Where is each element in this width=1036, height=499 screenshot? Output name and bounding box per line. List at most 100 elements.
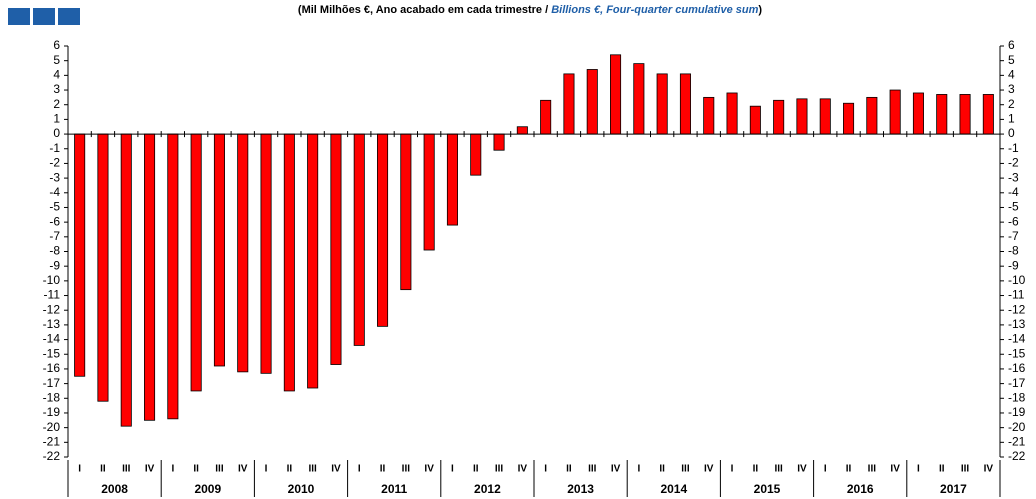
bar [167, 133, 179, 420]
title-english: Billions €, Four-quarter cumulative sum [551, 4, 758, 16]
bar [726, 92, 738, 135]
x-tick-label: III [402, 464, 411, 475]
x-tick-label: III [495, 464, 504, 475]
x-tick-label: IV [984, 464, 994, 475]
y2-tick-label: -13 [1008, 317, 1026, 331]
bar [190, 133, 202, 392]
y-tick-label: -15 [43, 346, 61, 360]
bar [936, 94, 948, 135]
y2-tick-label: -8 [1008, 244, 1019, 258]
x-tick-label: II [100, 464, 106, 475]
y2-tick-label: -12 [1008, 302, 1026, 316]
y2-tick-label: -7 [1008, 229, 1019, 243]
y2-tick-label: -9 [1008, 258, 1019, 272]
bar [773, 99, 785, 135]
bar [377, 133, 389, 327]
y-tick-label: -12 [43, 302, 61, 316]
year-label: 2013 [567, 482, 594, 496]
bar [74, 133, 86, 377]
y-tick-label: 5 [53, 53, 60, 67]
x-tick-label: III [961, 464, 970, 475]
chart-title: (Mil Milhões €, Ano acabado em cada trim… [298, 4, 763, 16]
x-tick-label: I [637, 464, 640, 475]
x-tick-label: II [753, 464, 759, 475]
bar [330, 133, 342, 365]
bar [353, 133, 365, 346]
x-tick-label: I [544, 464, 547, 475]
bar [679, 73, 691, 135]
bar [213, 133, 225, 367]
y2-tick-label: -1 [1008, 141, 1019, 155]
y2-tick-label: -11 [1008, 288, 1025, 302]
y2-tick-label: 3 [1008, 82, 1015, 96]
y2-tick-label: -3 [1008, 170, 1019, 184]
bar [866, 96, 878, 135]
y2-tick-label: -14 [1008, 332, 1026, 346]
x-tick-label: IV [145, 464, 155, 475]
y-tick-label: 4 [53, 68, 60, 82]
year-label: 2010 [288, 482, 315, 496]
bar [283, 133, 295, 392]
y-tick-label: -14 [43, 332, 61, 346]
bar [237, 133, 249, 373]
year-label: 2016 [847, 482, 874, 496]
bar [470, 133, 482, 176]
bar [889, 89, 901, 135]
bar [540, 99, 552, 135]
x-tick-label: I [171, 464, 174, 475]
year-label: 2017 [940, 482, 967, 496]
y-tick-label: -16 [43, 361, 61, 375]
y-tick-label: -1 [49, 141, 60, 155]
bar [563, 73, 575, 135]
y-tick-label: -5 [49, 200, 60, 214]
y-tick-label: -20 [43, 420, 61, 434]
bar [400, 133, 412, 291]
x-tick-label: IV [890, 464, 900, 475]
x-tick-label: I [451, 464, 454, 475]
logo-square [33, 8, 55, 25]
x-tick-label: I [78, 464, 81, 475]
y-tick-label: -19 [43, 405, 61, 419]
y-tick-label: -3 [49, 170, 60, 184]
x-tick-label: II [473, 464, 479, 475]
bar [493, 133, 505, 151]
x-tick-label: IV [331, 464, 341, 475]
x-tick-label: III [215, 464, 224, 475]
x-tick-label: I [731, 464, 734, 475]
bar [144, 133, 156, 421]
year-label: 2008 [101, 482, 128, 496]
year-label: 2011 [381, 482, 407, 496]
y2-tick-label: -6 [1008, 214, 1019, 228]
y-tick-label: 3 [53, 82, 60, 96]
x-tick-label: II [846, 464, 852, 475]
y2-tick-label: -21 [1008, 434, 1026, 448]
y-tick-label: -18 [43, 390, 61, 404]
x-tick-label: II [380, 464, 386, 475]
x-tick-label: IV [704, 464, 714, 475]
x-tick-label: II [659, 464, 665, 475]
y-tick-label: 6 [53, 38, 60, 52]
y2-tick-label: -15 [1008, 346, 1026, 360]
x-tick-label: I [265, 464, 268, 475]
y-tick-label: 1 [53, 112, 60, 126]
y-tick-label: -10 [43, 273, 61, 287]
y2-tick-label: 6 [1008, 38, 1015, 52]
y2-tick-label: 2 [1008, 97, 1015, 111]
bar [912, 92, 924, 135]
x-tick-label: II [566, 464, 572, 475]
bar [446, 133, 458, 226]
year-label: 2014 [660, 482, 687, 496]
bar [307, 133, 319, 389]
x-tick-label: III [122, 464, 131, 475]
y-tick-label: -11 [44, 288, 61, 302]
y2-tick-label: -4 [1008, 185, 1019, 199]
year-label: 2015 [754, 482, 781, 496]
y2-tick-label: 0 [1008, 126, 1015, 140]
y-tick-label: -6 [49, 214, 60, 228]
bar [843, 102, 855, 135]
y-tick-label: 2 [53, 97, 60, 111]
x-tick-label: III [588, 464, 597, 475]
x-tick-label: I [824, 464, 827, 475]
bar [633, 63, 645, 135]
